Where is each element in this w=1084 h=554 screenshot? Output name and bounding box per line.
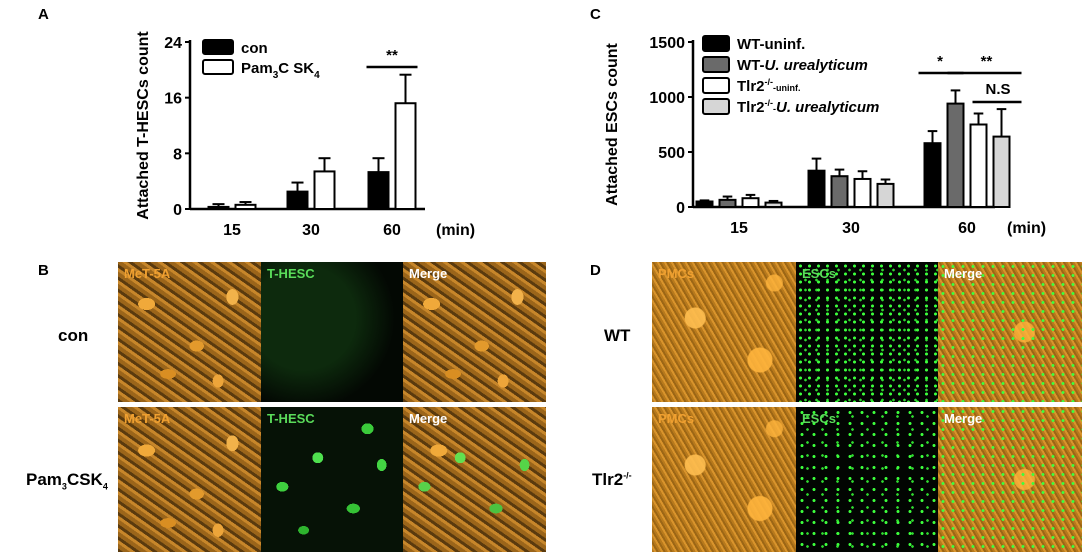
y-tick-label: 1000 <box>649 90 685 107</box>
bar <box>313 170 336 211</box>
channel-label: Merge <box>409 411 448 426</box>
channel-label: T-HESC <box>267 266 315 281</box>
x-unit-label: (min) <box>1007 220 1046 237</box>
significance-marker: * <box>937 53 943 70</box>
micrograph-met5a-con: MeT-5A <box>118 262 261 402</box>
y-tick-label: 24 <box>164 35 182 52</box>
panel-label-b: B <box>38 262 49 279</box>
micrograph-merge-con: Merge <box>403 262 546 402</box>
channel-label: MeT-5A <box>124 411 171 426</box>
bar <box>207 205 230 211</box>
channel-label: Merge <box>944 411 983 426</box>
channel-label: ESCs <box>802 411 836 426</box>
channel-label: Merge <box>409 266 448 281</box>
legend-label: Pam3C SK4 <box>241 60 320 81</box>
micrograph-thesc-pam: T-HESC <box>261 407 403 552</box>
legend-label: WT-U. urealyticum <box>737 57 868 74</box>
bar <box>946 102 965 208</box>
legend-label: Tlr2-/--uninf. <box>737 77 801 95</box>
bar <box>394 102 417 210</box>
channel-label: PMCs <box>658 266 695 281</box>
x-tick-label: 30 <box>842 220 860 237</box>
chart-c: 0 500 1000 1500 Attached ESCs count 15 30 60 (mi… <box>604 35 1046 237</box>
legend-swatch <box>202 59 234 75</box>
bar <box>718 198 737 209</box>
row-label-con: con <box>58 326 89 345</box>
x-unit-label: (min) <box>436 222 475 239</box>
panel-label-c: C <box>590 6 601 23</box>
micrograph-met5a-pam: MeT-5A <box>118 407 261 552</box>
micrograph-row-tlr2: PMCs ESCs Merge <box>652 407 1082 552</box>
micrograph-row-pam3csk4: MeT-5A T-HESC Merge <box>118 407 546 552</box>
x-tick-label: 15 <box>223 222 241 239</box>
y-tick-label: 0 <box>173 202 182 219</box>
legend-label: Tlr2-/--U. urealyticum <box>737 98 879 116</box>
x-tick-label: 30 <box>302 222 320 239</box>
legend-label: WT-uninf. <box>737 36 805 53</box>
x-tick-label: 60 <box>958 220 976 237</box>
row-label-pam3csk4: Pam3CSK4 <box>26 470 108 492</box>
panel-label-d: D <box>590 262 601 279</box>
y-tick-label: 500 <box>658 145 685 162</box>
bar <box>234 203 257 210</box>
bar <box>923 142 942 208</box>
legend-swatch <box>702 77 730 94</box>
y-tick-label: 0 <box>676 200 685 217</box>
micrograph-merge-tlr2: Merge <box>938 407 1082 552</box>
significance-marker: ** <box>981 53 993 70</box>
bar <box>830 175 849 208</box>
micrograph-pmcs-wt: PMCs <box>652 262 796 402</box>
channel-label: PMCs <box>658 411 695 426</box>
bar <box>764 201 783 209</box>
bar <box>367 171 390 210</box>
y-axis-label: Attached ESCs count <box>604 42 621 205</box>
bar <box>853 177 872 208</box>
y-tick-label: 16 <box>164 91 182 108</box>
x-tick-label: 60 <box>383 222 401 239</box>
chart-a: 0 8 16 24 Attached T-HESCs count 15 30 60 (min) c… <box>135 31 475 239</box>
micrograph-pmcs-tlr2: PMCs <box>652 407 796 552</box>
channel-label: ESCs <box>802 266 836 281</box>
x-tick-label: 15 <box>730 220 748 237</box>
significance-marker: ** <box>386 47 398 64</box>
channel-label: T-HESC <box>267 411 315 426</box>
micrograph-row-wt: PMCs ESCs Merge <box>652 262 1082 402</box>
bar <box>992 135 1011 209</box>
bar <box>286 190 309 211</box>
legend-swatch <box>702 56 730 73</box>
row-label-wt: WT <box>604 326 631 345</box>
micrograph-merge-wt: Merge <box>938 262 1082 402</box>
legend-label: con <box>241 40 268 57</box>
legend-swatch <box>202 39 234 55</box>
bar <box>969 123 988 208</box>
legend-swatch <box>702 98 730 115</box>
bar <box>741 197 760 208</box>
legend-swatch <box>702 35 730 52</box>
micrograph-merge-pam: Merge <box>403 407 546 552</box>
y-tick-label: 1500 <box>649 35 685 52</box>
channel-label: Merge <box>944 266 983 281</box>
bar <box>807 169 826 208</box>
micrograph-row-con: MeT-5A T-HESC Merge <box>118 262 546 402</box>
panel-label-a: A <box>38 6 49 23</box>
micrograph-thesc-con: T-HESC <box>261 262 403 402</box>
bar <box>695 200 714 208</box>
micrograph-escs-tlr2: ESCs <box>796 407 938 552</box>
row-label-tlr2: Tlr2-/- <box>592 470 632 489</box>
micrograph-escs-wt: ESCs <box>796 262 938 402</box>
channel-label: MeT-5A <box>124 266 171 281</box>
bar <box>876 182 895 208</box>
y-tick-label: 8 <box>173 146 182 163</box>
y-axis-label: Attached T-HESCs count <box>135 31 152 220</box>
significance-marker: N.S <box>985 81 1010 98</box>
